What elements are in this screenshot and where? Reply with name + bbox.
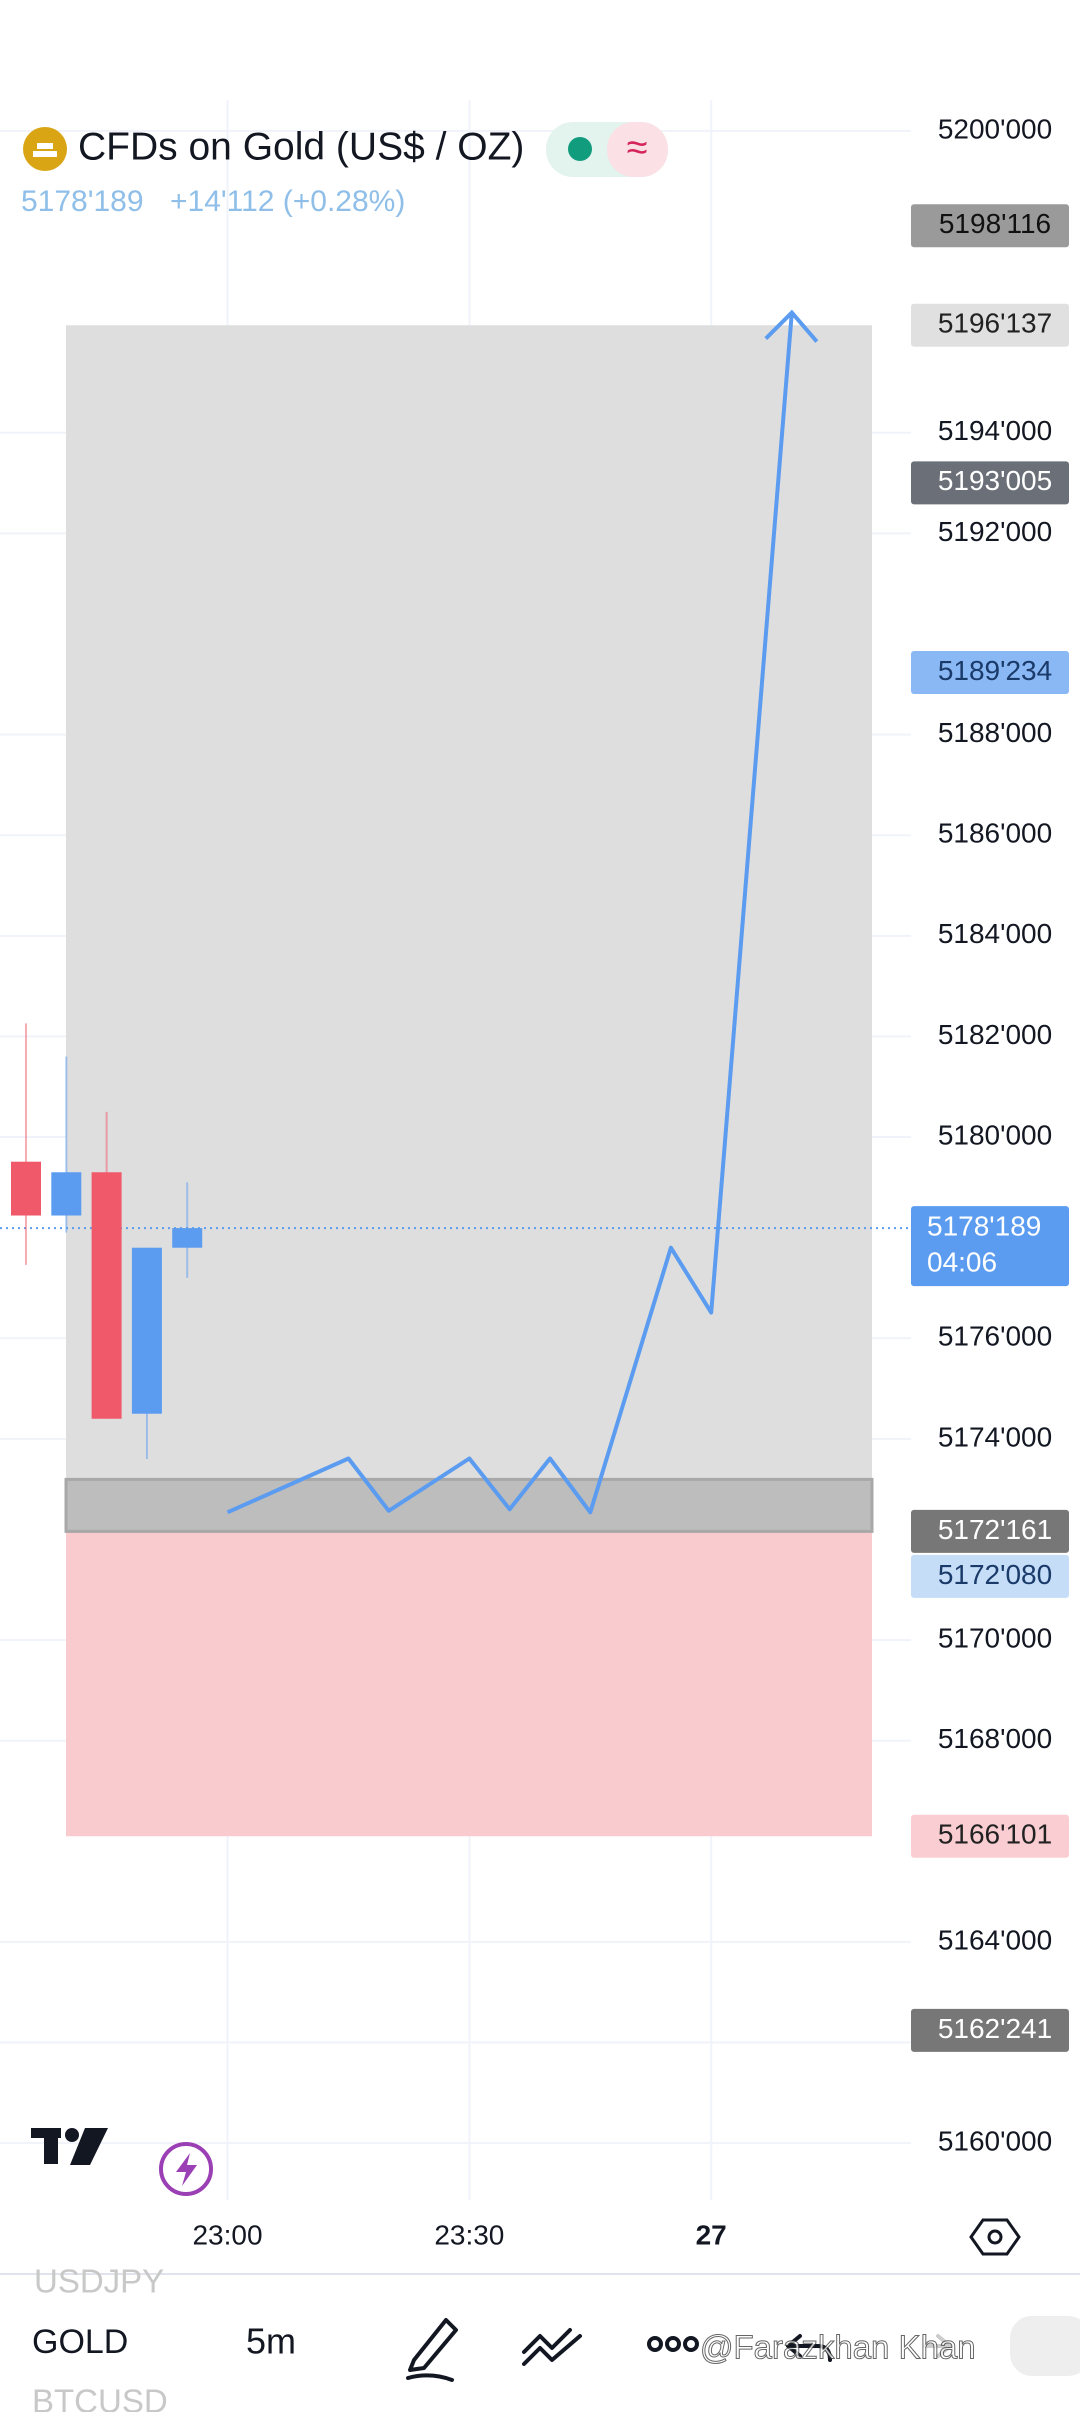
prev-symbol[interactable]: USDJPY xyxy=(34,2263,164,2300)
y-tick-label: 5186'000 xyxy=(938,818,1052,849)
indicators-tool[interactable] xyxy=(522,2328,582,2366)
next-symbol[interactable]: BTCUSD xyxy=(32,2383,168,2412)
y-tick-label: 5160'000 xyxy=(938,2126,1052,2157)
target-zone xyxy=(66,325,872,1532)
price-badge xyxy=(911,204,1069,248)
last-price: 5178'189 xyxy=(21,185,144,218)
y-tick-label: 5180'000 xyxy=(938,1119,1052,1150)
y-tick-label: 5200'000 xyxy=(938,113,1052,144)
candle-body xyxy=(172,1228,203,1248)
x-tick-label: 27 xyxy=(696,2219,727,2250)
y-tick-label: 5182'000 xyxy=(938,1019,1052,1050)
logo-part xyxy=(44,2128,58,2164)
price-badge xyxy=(911,303,1069,347)
price-badge xyxy=(911,461,1069,505)
symbol-selector[interactable]: GOLD xyxy=(32,2323,128,2361)
logo[interactable] xyxy=(31,2128,108,2165)
price-badge xyxy=(911,1814,1069,1858)
interval-selector[interactable]: 5m xyxy=(246,2321,296,2362)
price-badge xyxy=(911,1509,1069,1553)
market-open-dot xyxy=(568,137,592,161)
candle-body xyxy=(51,1172,82,1216)
undo-button[interactable] xyxy=(786,2334,832,2362)
settings-icon xyxy=(987,2229,1003,2245)
lightning-button[interactable] xyxy=(159,2142,213,2196)
projection-arrowhead xyxy=(764,309,819,343)
y-tick-label: 5168'000 xyxy=(938,1723,1052,1754)
icon-bar xyxy=(33,151,57,157)
watermark: @Farazkhan Khan xyxy=(700,2329,976,2366)
candle-body xyxy=(131,1247,162,1414)
price-badge-label: 5162'241 xyxy=(938,2013,1052,2044)
projection-path xyxy=(226,312,794,1515)
current-price-badge xyxy=(911,1206,1069,1287)
settings-button[interactable] xyxy=(969,2218,1021,2256)
icon-bar xyxy=(37,143,53,149)
price-badge-label: 5172'080 xyxy=(938,1559,1052,1590)
redo-button[interactable] xyxy=(923,2334,952,2358)
price-badge-label: 5193'005 xyxy=(938,465,1052,496)
price-badge-label: 5189'234 xyxy=(938,655,1052,686)
price-badge-label: 5198'116 xyxy=(939,208,1051,239)
price-badge-label: 5166'101 xyxy=(938,1819,1052,1850)
stop-zone xyxy=(66,1531,872,1837)
more-dot xyxy=(683,2336,699,2352)
x-tick-label: 23:00 xyxy=(192,2219,262,2250)
delay-icon: ≈ xyxy=(627,127,648,169)
plot xyxy=(0,309,911,1515)
status-pill-right xyxy=(607,122,668,177)
symbol-title[interactable]: CFDs on Gold (US$ / OZ) xyxy=(78,125,524,168)
price-badge xyxy=(911,651,1069,695)
y-tick-label: 5194'000 xyxy=(938,415,1052,446)
draw-tool[interactable] xyxy=(406,2318,458,2382)
y-tick-label: 5164'000 xyxy=(938,1924,1052,1955)
price-badge xyxy=(911,1554,1069,1598)
y-tick-label: 5176'000 xyxy=(938,1321,1052,1352)
lightning-icon xyxy=(176,2153,197,2186)
logo-part xyxy=(70,2128,108,2165)
price-badge-label: 5172'161 xyxy=(938,1514,1052,1545)
y-tick-label: 5192'000 xyxy=(938,516,1052,547)
current-price-label: 5178'189 xyxy=(927,1211,1041,1242)
price-axis: 5200'000 5194'000 5192'000 5188'000 5186'000… xyxy=(192,113,1069,2250)
y-tick-label: 5184'000 xyxy=(938,918,1052,949)
candle-body xyxy=(10,1161,41,1216)
entry-band xyxy=(64,1477,874,1533)
x-tick-label: 23:30 xyxy=(434,2219,504,2250)
price-badge-label: 5196'137 xyxy=(938,308,1052,339)
y-tick-label: 5174'000 xyxy=(938,1421,1052,1452)
more-dot[interactable] xyxy=(647,2336,663,2352)
more-dot xyxy=(665,2336,681,2352)
logo-part xyxy=(65,2128,79,2142)
zones xyxy=(64,325,874,1837)
fullscreen-button[interactable] xyxy=(1010,2316,1080,2376)
price-change: +14'112 (+0.28%) xyxy=(170,185,405,218)
price-badge xyxy=(911,2008,1069,2052)
y-tick-label: 5170'000 xyxy=(938,1622,1052,1653)
y-tick-label: 5188'000 xyxy=(938,717,1052,748)
countdown-label: 04:06 xyxy=(927,1247,997,1278)
candle-body xyxy=(91,1172,122,1419)
